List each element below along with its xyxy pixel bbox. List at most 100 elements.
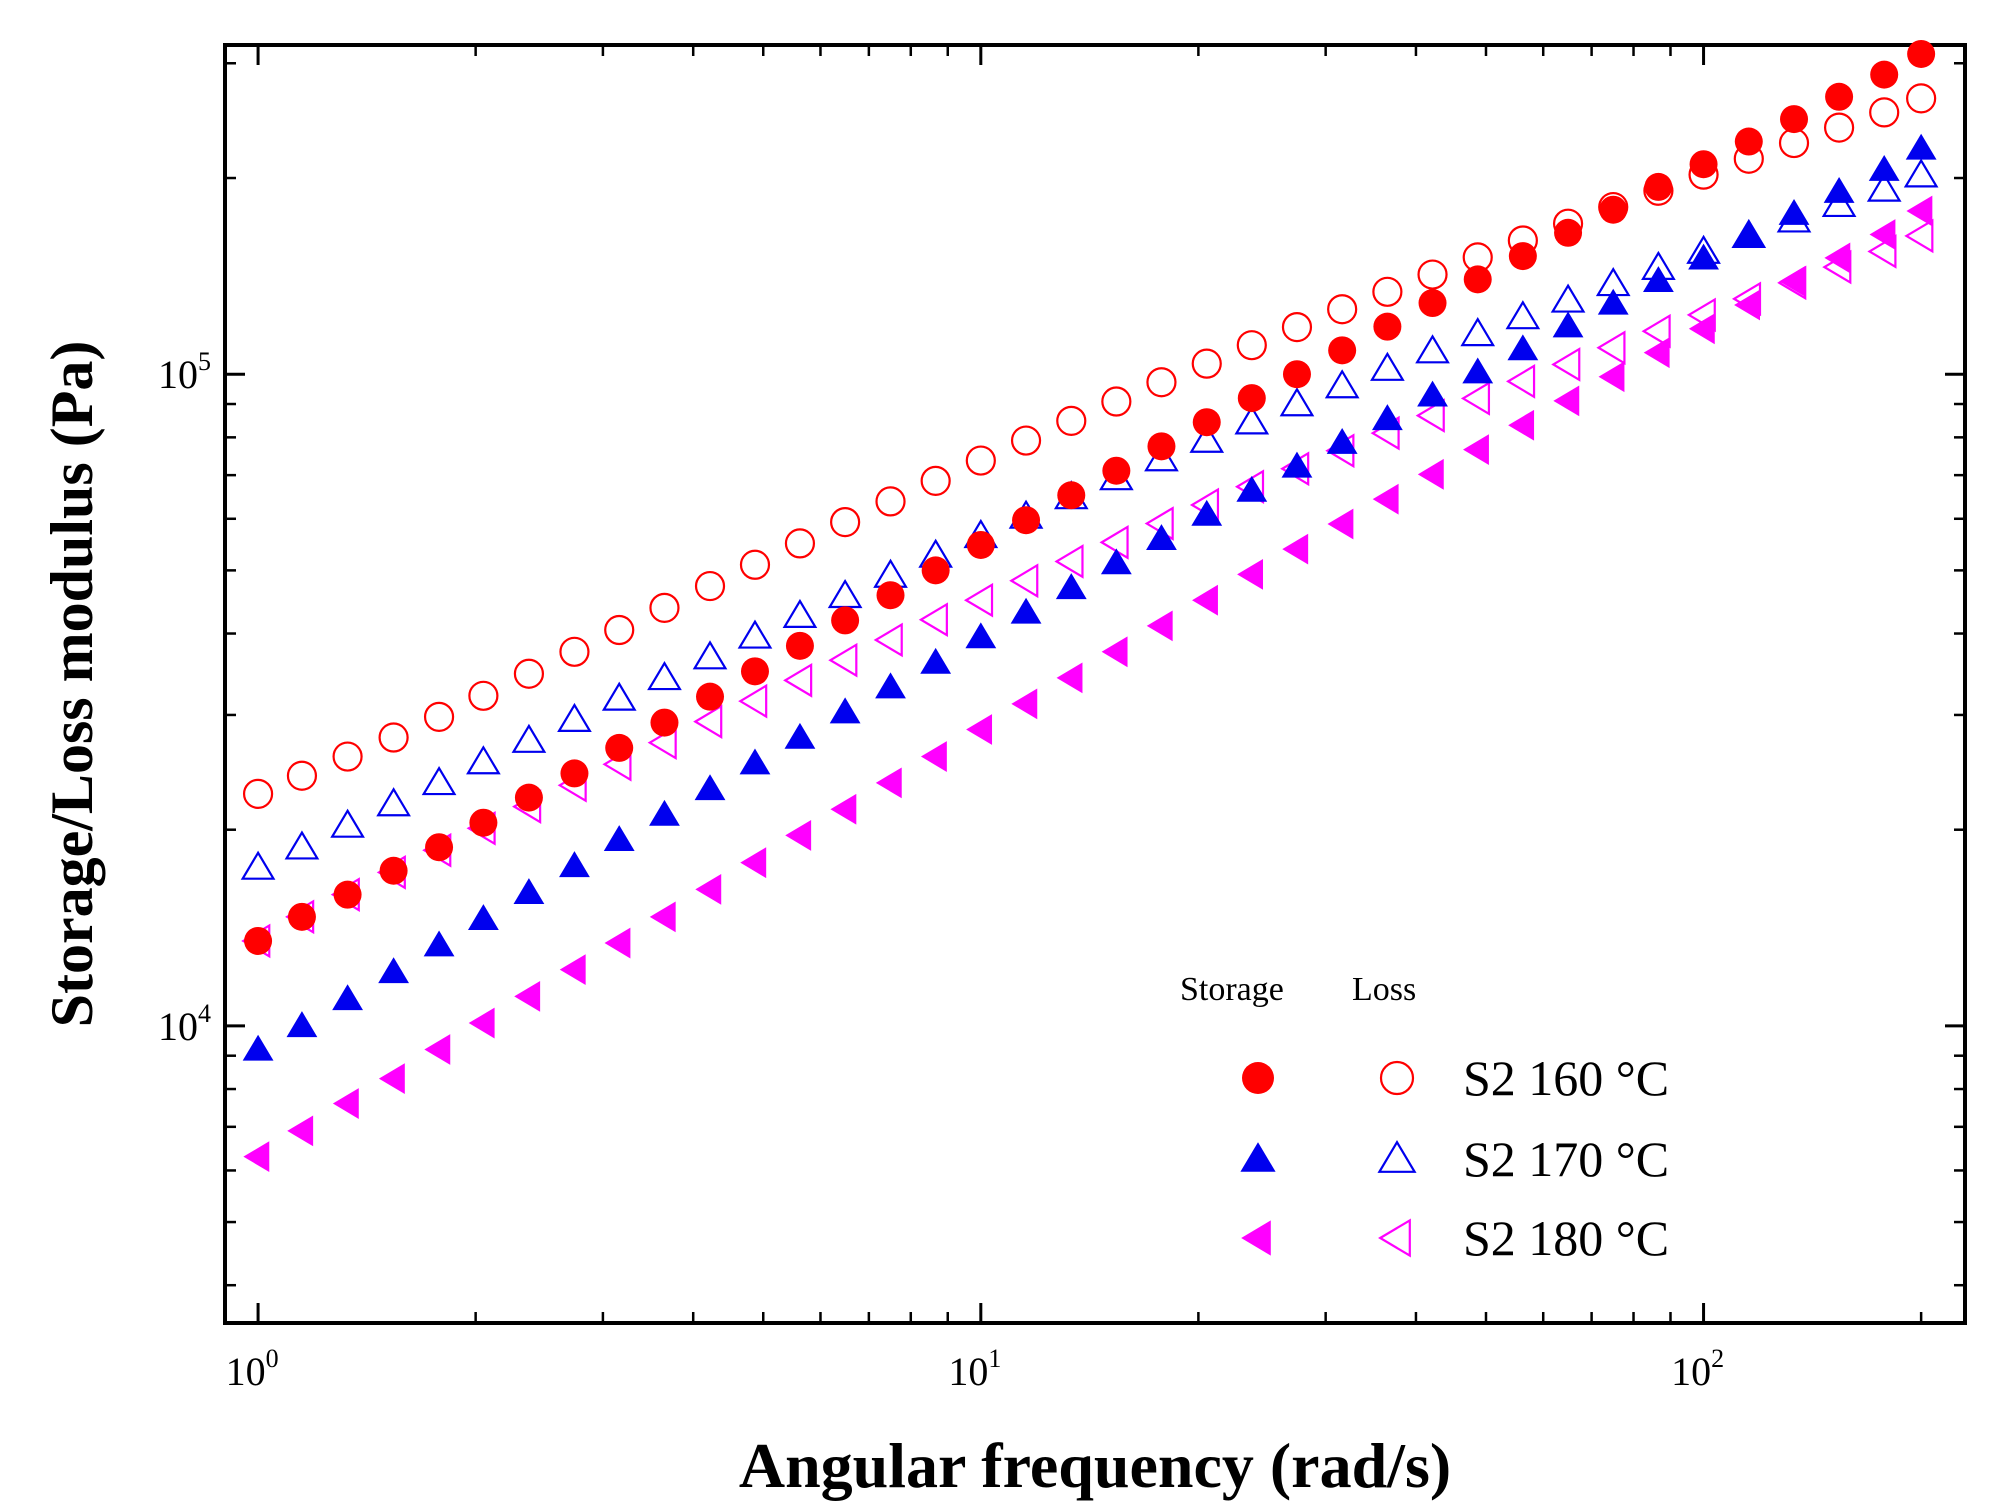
data-point xyxy=(332,1088,359,1119)
data-point xyxy=(876,581,905,610)
data-point xyxy=(605,733,634,762)
data-point xyxy=(1552,311,1584,338)
data-point xyxy=(963,582,994,618)
legend-marker-loss-180 xyxy=(1378,1218,1411,1258)
data-point xyxy=(1825,82,1854,111)
data-point xyxy=(330,808,365,838)
data-point xyxy=(1418,289,1447,318)
data-point xyxy=(875,767,902,799)
data-point xyxy=(1689,150,1718,179)
data-point xyxy=(1907,39,1936,68)
data-point xyxy=(1099,525,1129,560)
legend-marker-loss-160 xyxy=(1379,1060,1415,1096)
series-160-storage xyxy=(244,39,1936,955)
data-point xyxy=(1327,294,1358,325)
data-point xyxy=(650,708,679,737)
ticks-layer: 100 101 102 104 105 xyxy=(158,45,1965,1394)
legend-header-storage: Storage xyxy=(1180,971,1284,1008)
data-point xyxy=(513,878,545,905)
data-point xyxy=(920,465,951,496)
data-point xyxy=(1234,405,1270,435)
plot-frame xyxy=(223,43,1967,1325)
data-point xyxy=(1237,558,1263,590)
data-point xyxy=(1056,405,1087,436)
y-tick-label: 104 xyxy=(158,999,211,1049)
data-point xyxy=(378,957,410,984)
data-point xyxy=(1010,425,1042,456)
data-point xyxy=(423,930,455,957)
data-point xyxy=(1147,432,1176,461)
data-point xyxy=(1146,524,1177,551)
data-point xyxy=(873,622,903,658)
points-layer xyxy=(240,39,1939,1173)
data-point xyxy=(1598,361,1625,393)
data-point xyxy=(1056,662,1083,694)
data-point xyxy=(1463,265,1492,294)
data-point xyxy=(1324,369,1360,399)
data-point xyxy=(1415,398,1445,433)
data-point xyxy=(647,661,682,691)
data-point xyxy=(1870,60,1899,89)
data-point xyxy=(1282,360,1311,389)
data-point xyxy=(1191,499,1223,526)
data-point xyxy=(1553,385,1580,417)
data-point xyxy=(1823,112,1855,143)
data-point xyxy=(966,530,995,559)
data-point xyxy=(423,701,455,732)
data-point xyxy=(1417,380,1448,407)
data-point xyxy=(1100,548,1132,575)
data-point xyxy=(603,825,635,851)
data-point xyxy=(513,658,545,689)
data-point xyxy=(1372,276,1403,307)
data-point xyxy=(559,851,590,878)
legend-label-170: S2 170 °C xyxy=(1463,1131,1669,1187)
data-point xyxy=(1417,259,1448,290)
data-point xyxy=(1733,221,1765,248)
data-point xyxy=(1460,381,1491,416)
data-point xyxy=(1146,367,1177,398)
data-point xyxy=(1869,219,1896,250)
legend-marker-storage-170 xyxy=(1240,1142,1276,1172)
data-point xyxy=(965,622,997,649)
data-point xyxy=(830,506,861,538)
data-point xyxy=(694,774,726,801)
data-point xyxy=(831,606,860,635)
data-point xyxy=(1508,409,1535,441)
legend-marker-loss-170 xyxy=(1377,1140,1417,1173)
data-point xyxy=(1904,218,1934,254)
data-point xyxy=(240,850,276,880)
data-point xyxy=(244,926,273,955)
data-point xyxy=(1906,195,1933,227)
data-point xyxy=(1417,458,1444,490)
data-point xyxy=(286,760,318,791)
data-point xyxy=(1641,313,1671,349)
data-point xyxy=(828,642,858,678)
data-point xyxy=(783,663,813,698)
legend-marker-storage-180 xyxy=(1241,1220,1271,1256)
data-point xyxy=(740,657,769,686)
data-point xyxy=(332,984,363,1011)
data-point xyxy=(785,631,814,660)
data-point xyxy=(829,697,861,724)
data-point xyxy=(1236,330,1267,361)
data-point xyxy=(1868,154,1900,181)
data-point xyxy=(738,683,768,719)
data-point xyxy=(1281,312,1313,343)
data-point xyxy=(1415,334,1450,364)
data-point xyxy=(1506,364,1536,399)
data-point xyxy=(1821,187,1857,218)
data-point xyxy=(740,847,767,879)
data-point xyxy=(1599,195,1628,224)
data-point xyxy=(1282,533,1309,565)
data-point xyxy=(694,570,726,602)
data-point xyxy=(1191,348,1222,379)
data-point xyxy=(284,830,320,860)
x-tick-label: 101 xyxy=(948,1344,1001,1394)
data-point xyxy=(739,748,771,775)
y-tick-label: 105 xyxy=(158,347,211,397)
data-point xyxy=(696,682,725,711)
data-point xyxy=(1101,386,1132,417)
data-point xyxy=(469,808,498,837)
data-point xyxy=(875,486,906,517)
data-point xyxy=(1373,312,1402,341)
